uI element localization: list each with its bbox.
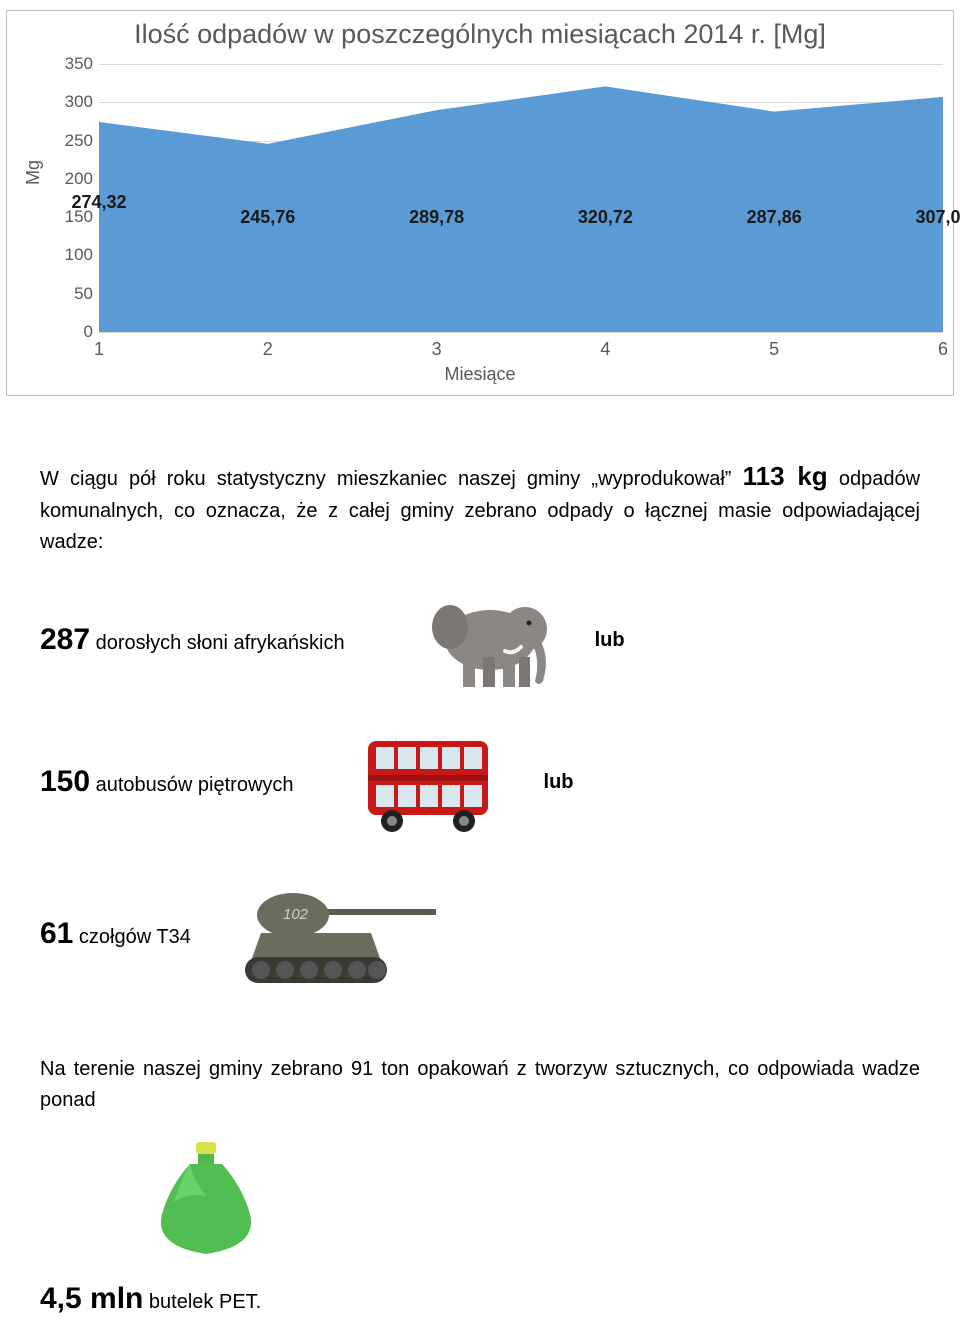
elephant-icon [425, 585, 555, 695]
or-label: lub [595, 629, 625, 652]
y-tick-label: 350 [53, 54, 93, 74]
x-tick-label: 1 [94, 339, 104, 360]
area-series [99, 86, 943, 332]
y-tick-label: 100 [53, 245, 93, 265]
x-tick-label: 4 [600, 339, 610, 360]
grid-line [99, 332, 943, 333]
data-label: 289,78 [409, 207, 464, 228]
comparison-row-tank: 61 czołgów T34 102 [40, 864, 920, 1004]
data-label: 320,72 [578, 207, 633, 228]
y-tick-label: 50 [53, 284, 93, 304]
intro-prefix: W ciągu pół roku statystyczny mieszkanie… [40, 468, 743, 490]
chart-plot-area: Mg 050100150200250300350123456274,32245,… [43, 54, 947, 364]
comparison-number: 287 [40, 623, 90, 656]
comparison-text: 287 dorosłych słoni afrykańskich [40, 623, 345, 657]
intro-paragraph: W ciągu pół roku statystyczny mieszkanie… [40, 456, 920, 558]
comparison-row-elephant: 287 dorosłych słoni afrykańskich lub [40, 580, 920, 700]
x-tick-label: 3 [432, 339, 442, 360]
tank-icon: 102 [221, 869, 451, 999]
data-label: 287,86 [747, 207, 802, 228]
intro-big-value: 113 kg [743, 461, 828, 491]
comparison-number: 150 [40, 765, 90, 798]
bus-icon [354, 727, 504, 837]
comparison-number: 61 [40, 917, 73, 950]
or-label: lub [544, 771, 574, 794]
y-tick-label: 300 [53, 92, 93, 112]
data-label: 307,04 [915, 207, 960, 228]
bottle-row: 4,5 mln butelek PET. [40, 1136, 920, 1316]
second-paragraph: Na terenie naszej gminy zebrano 91 ton o… [40, 1054, 920, 1116]
y-axis-label: Mg [23, 160, 44, 185]
y-tick-label: 0 [53, 322, 93, 342]
x-tick-label: 2 [263, 339, 273, 360]
data-label: 245,76 [240, 207, 295, 228]
bottle-label: butelek PET. [143, 1291, 261, 1313]
data-label: 274,32 [71, 192, 126, 213]
bottle-icon [140, 1136, 270, 1266]
x-axis-label: Miesiące [7, 364, 953, 395]
svg-text:102: 102 [283, 906, 309, 923]
chart-title: Ilość odpadów w poszczególnych miesiącac… [7, 11, 953, 54]
x-tick-label: 5 [769, 339, 779, 360]
comparison-text: 61 czołgów T34 [40, 917, 191, 951]
y-tick-label: 200 [53, 169, 93, 189]
comparison-label: czołgów T34 [73, 926, 190, 948]
bottle-number: 4,5 mln [40, 1282, 143, 1315]
waste-chart: Ilość odpadów w poszczególnych miesiącac… [6, 10, 954, 396]
y-tick-label: 250 [53, 131, 93, 151]
area-svg [99, 64, 943, 332]
comparison-row-bus: 150 autobusów piętrowych lub [40, 722, 920, 842]
x-tick-label: 6 [938, 339, 948, 360]
comparison-text: 150 autobusów piętrowych [40, 765, 294, 799]
comparison-label: dorosłych słoni afrykańskich [90, 632, 345, 654]
comparison-label: autobusów piętrowych [90, 774, 293, 796]
